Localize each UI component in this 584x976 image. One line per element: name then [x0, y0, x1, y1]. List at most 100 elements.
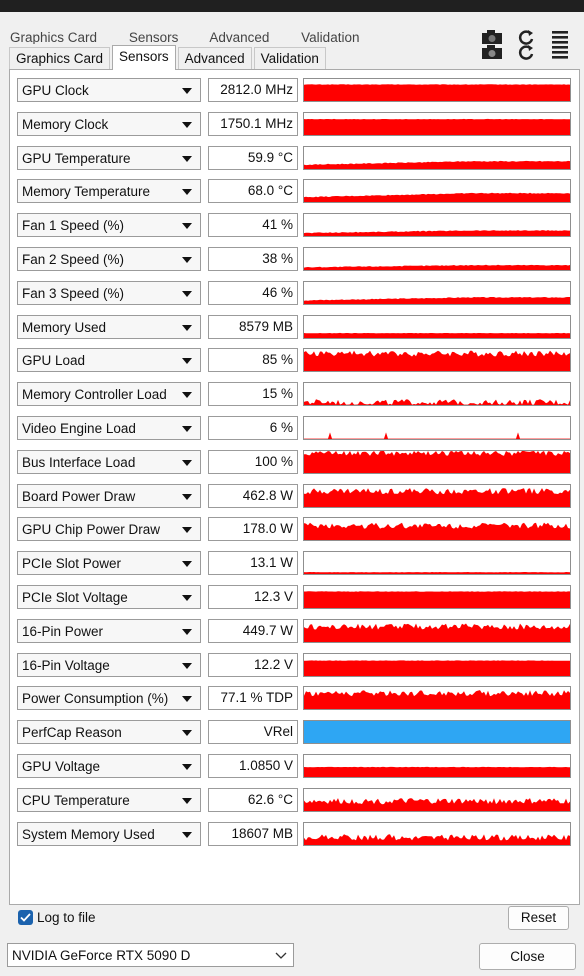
sensor-select-gpu-load[interactable]: GPU Load	[17, 348, 201, 372]
tab-validation[interactable]: Validation	[253, 47, 326, 70]
sensor-label: Power Consumption (%)	[22, 691, 169, 706]
sensor-row: Board Power Draw 462.8 W	[17, 484, 572, 510]
sensor-select-fan-3-speed[interactable]: Fan 3 Speed (%)	[17, 281, 201, 305]
sensor-select-memory-controller-load[interactable]: Memory Controller Load	[17, 382, 201, 406]
dropdown-arrow-icon	[182, 460, 192, 466]
dropdown-arrow-icon	[182, 527, 192, 533]
sensor-select-system-memory-used[interactable]: System Memory Used	[17, 822, 201, 846]
sensor-graph	[303, 686, 571, 710]
sensor-select-power-consumption[interactable]: Power Consumption (%)	[17, 686, 201, 710]
sensor-row: Bus Interface Load 100 %	[17, 450, 572, 476]
tab-graphics-card[interactable]: Graphics Card	[9, 47, 111, 70]
close-button[interactable]: Close	[479, 943, 576, 970]
sensor-graph	[303, 653, 571, 677]
dropdown-arrow-icon	[182, 156, 192, 162]
log-to-file-label: Log to file	[37, 910, 96, 925]
sensor-label: GPU Load	[22, 353, 86, 368]
sensor-label: Bus Interface Load	[22, 455, 136, 470]
dropdown-arrow-icon	[182, 663, 192, 669]
sensor-graph	[303, 754, 571, 778]
tab-sensors[interactable]: Sensors	[112, 45, 176, 70]
sensor-value: 178.0 W	[208, 517, 298, 541]
sensor-value: 46 %	[208, 281, 298, 305]
sensor-value: 41 %	[208, 213, 298, 237]
dropdown-arrow-icon	[182, 122, 192, 128]
log-to-file-checkbox[interactable]	[18, 910, 33, 925]
sensor-select-fan-2-speed[interactable]: Fan 2 Speed (%)	[17, 247, 201, 271]
sensor-value: 38 %	[208, 247, 298, 271]
sensor-select-cpu-temperature[interactable]: CPU Temperature	[17, 788, 201, 812]
dropdown-arrow-icon	[182, 88, 192, 94]
ghost-tab: Advanced	[209, 30, 270, 44]
graph-area	[304, 432, 570, 439]
sensor-row: PCIe Slot Voltage 12.3 V	[17, 585, 572, 611]
sensor-label: 16-Pin Power	[22, 624, 104, 639]
graph-area	[304, 798, 570, 811]
camera-icon[interactable]	[480, 42, 504, 62]
sensor-select-16-pin-voltage[interactable]: 16-Pin Voltage	[17, 653, 201, 677]
sensor-row: Video Engine Load 6 %	[17, 416, 572, 442]
dropdown-arrow-icon	[182, 223, 192, 229]
sensor-value: 1.0850 V	[208, 754, 298, 778]
sensor-select-pcie-slot-power[interactable]: PCIe Slot Power	[17, 551, 201, 575]
sensor-select-gpu-voltage[interactable]: GPU Voltage	[17, 754, 201, 778]
sensor-value: 2812.0 MHz	[208, 78, 298, 102]
sensor-label: 16-Pin Voltage	[22, 658, 110, 673]
sensor-label: System Memory Used	[22, 827, 155, 842]
sensor-select-gpu-clock[interactable]: GPU Clock	[17, 78, 201, 102]
sensor-graph	[303, 281, 571, 305]
sensor-select-bus-interface-load[interactable]: Bus Interface Load	[17, 450, 201, 474]
sensor-value: 62.6 °C	[208, 788, 298, 812]
sensor-value: 85 %	[208, 348, 298, 372]
sensor-value: 59.9 °C	[208, 146, 298, 170]
sensor-row: GPU Chip Power Draw 178.0 W	[17, 517, 572, 543]
graph-area	[304, 118, 570, 135]
sensor-select-16-pin-power[interactable]: 16-Pin Power	[17, 619, 201, 643]
sensor-value: 15 %	[208, 382, 298, 406]
sensor-select-perfcap-reason[interactable]: PerfCap Reason	[17, 720, 201, 744]
sensor-row: PCIe Slot Power 13.1 W	[17, 551, 572, 577]
sensor-select-memory-used[interactable]: Memory Used	[17, 315, 201, 339]
sensor-graph	[303, 585, 571, 609]
sensor-row: Power Consumption (%) 77.1 % TDP	[17, 686, 572, 712]
sensor-label: GPU Voltage	[22, 759, 101, 774]
sensor-select-gpu-temperature[interactable]: GPU Temperature	[17, 146, 201, 170]
sensor-row: Memory Clock 1750.1 MHz	[17, 112, 572, 138]
graph-area	[304, 350, 570, 371]
sensor-value: 8579 MB	[208, 315, 298, 339]
sensor-value: 462.8 W	[208, 484, 298, 508]
sensor-select-fan-1-speed[interactable]: Fan 1 Speed (%)	[17, 213, 201, 237]
sensor-graph	[303, 146, 571, 170]
sensor-select-gpu-chip-power-draw[interactable]: GPU Chip Power Draw	[17, 517, 201, 541]
sensor-value: 12.2 V	[208, 653, 298, 677]
gpu-select[interactable]: NVIDIA GeForce RTX 5090 D	[7, 943, 294, 967]
sensor-graph	[303, 213, 571, 237]
reset-button[interactable]: Reset	[508, 906, 569, 930]
refresh-icon[interactable]	[514, 42, 538, 62]
tab-advanced[interactable]: Advanced	[177, 47, 252, 70]
graph-area	[304, 488, 570, 507]
sensor-label: GPU Temperature	[22, 151, 131, 166]
sensor-select-memory-temperature[interactable]: Memory Temperature	[17, 179, 201, 203]
sensor-row: 16-Pin Power 449.7 W	[17, 619, 572, 645]
sensor-label: Memory Clock	[22, 117, 109, 132]
dropdown-arrow-icon	[182, 764, 192, 770]
menu-icon[interactable]	[548, 42, 572, 62]
dropdown-arrow-icon	[182, 358, 192, 364]
chevron-down-icon	[275, 949, 287, 964]
graph-area	[304, 399, 570, 405]
sensor-select-video-engine-load[interactable]: Video Engine Load	[17, 416, 201, 440]
sensor-select-pcie-slot-voltage[interactable]: PCIe Slot Voltage	[17, 585, 201, 609]
graph-area	[304, 834, 570, 845]
sensor-graph	[303, 416, 571, 440]
sensor-graph	[303, 517, 571, 541]
sensor-graph	[303, 551, 571, 575]
dropdown-arrow-icon	[182, 291, 192, 297]
sensor-row: Fan 2 Speed (%) 38 %	[17, 247, 572, 273]
sensor-select-memory-clock[interactable]: Memory Clock	[17, 112, 201, 136]
dropdown-arrow-icon	[182, 629, 192, 635]
sensor-value: 13.1 W	[208, 551, 298, 575]
graph-area	[304, 572, 570, 574]
sensor-select-board-power-draw[interactable]: Board Power Draw	[17, 484, 201, 508]
sensor-graph	[303, 484, 571, 508]
